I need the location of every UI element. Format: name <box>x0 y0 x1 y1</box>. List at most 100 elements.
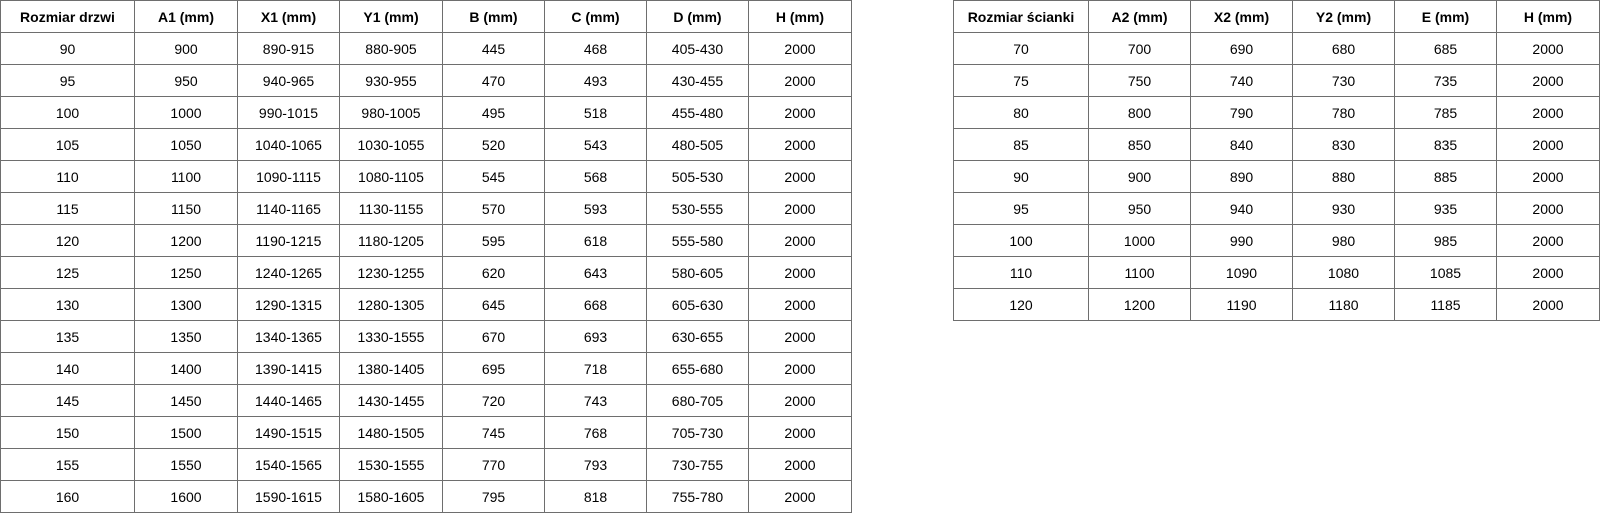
table-row: 120 1200 1190-1215 1180-1205 595 618 555-580 20… <box>0 224 852 257</box>
table-cell: 2000 <box>748 128 852 161</box>
table-cell: 518 <box>544 96 647 129</box>
table-cell: 930-955 <box>339 64 443 97</box>
table-cell: 795 <box>442 480 545 513</box>
table-row: 110 1100 1090-1115 1080-1105 545 568 505-530 20… <box>0 160 852 193</box>
table-cell: 570 <box>442 192 545 225</box>
table-cell: 1450 <box>134 384 238 417</box>
table-cell: 1340-1365 <box>237 320 340 353</box>
table-cell: 940-965 <box>237 64 340 97</box>
table-cell: 2000 <box>1496 288 1600 321</box>
table-cell: 115 <box>0 192 135 225</box>
table-cell: 655-680 <box>646 352 749 385</box>
table-cell: 493 <box>544 64 647 97</box>
table-cell: 2000 <box>748 96 852 129</box>
table-cell: 480-505 <box>646 128 749 161</box>
table-cell: 1350 <box>134 320 238 353</box>
table-cell: 605-630 <box>646 288 749 321</box>
table-cell: 770 <box>442 448 545 481</box>
table-cell: 125 <box>0 256 135 289</box>
table-cell: 1380-1405 <box>339 352 443 385</box>
table-cell: 1330-1555 <box>339 320 443 353</box>
table-cell: 1050 <box>134 128 238 161</box>
column-header: X1 (mm) <box>237 0 340 33</box>
table-cell: 1580-1605 <box>339 480 443 513</box>
table-cell: 468 <box>544 32 647 65</box>
table-cell: 840 <box>1190 128 1293 161</box>
table-cell: 1040-1065 <box>237 128 340 161</box>
table-cell: 1180 <box>1292 288 1395 321</box>
table-cell: 105 <box>0 128 135 161</box>
column-header: A1 (mm) <box>134 0 238 33</box>
table-row: 105 1050 1040-1065 1030-1055 520 543 480-505 20… <box>0 128 852 161</box>
table-row: 100 1000 990-1015 980-1005 495 518 455-480 2000 <box>0 96 852 129</box>
table-row: 95 950 940-965 930-955 470 493 430-455 2000 <box>0 64 852 97</box>
table-cell: 2000 <box>1496 256 1600 289</box>
table-cell: 495 <box>442 96 545 129</box>
table-cell: 505-530 <box>646 160 749 193</box>
table-cell: 95 <box>953 192 1089 225</box>
table-cell: 890-915 <box>237 32 340 65</box>
table-cell: 850 <box>1088 128 1191 161</box>
table-row: 135 1350 1340-1365 1330-1555 670 693 630-655 20… <box>0 320 852 353</box>
table-cell: 620 <box>442 256 545 289</box>
table-cell: 75 <box>953 64 1089 97</box>
table-cell: 740 <box>1190 64 1293 97</box>
column-header: A2 (mm) <box>1088 0 1191 33</box>
table-cell: 718 <box>544 352 647 385</box>
table-row: 95 950 940 930 935 2000 <box>953 192 1600 225</box>
table-cell: 730-755 <box>646 448 749 481</box>
table-cell: 595 <box>442 224 545 257</box>
table-cell: 705-730 <box>646 416 749 449</box>
table-cell: 745 <box>442 416 545 449</box>
table-cell: 150 <box>0 416 135 449</box>
table-cell: 545 <box>442 160 545 193</box>
table-cell: 445 <box>442 32 545 65</box>
table-cell: 690 <box>1190 32 1293 65</box>
table-cell: 790 <box>1190 96 1293 129</box>
table-cell: 793 <box>544 448 647 481</box>
table-row: 90 900 890-915 880-905 445 468 405-430 2000 <box>0 32 852 65</box>
table-row: 155 1550 1540-1565 1530-1555 770 793 730-755 20… <box>0 448 852 481</box>
table-cell: 743 <box>544 384 647 417</box>
table-cell: 1080-1105 <box>339 160 443 193</box>
table-cell: 680-705 <box>646 384 749 417</box>
table-cell: 1000 <box>134 96 238 129</box>
table-cell: 980 <box>1292 224 1395 257</box>
door-size-table: Rozmiar drzwi A1 (mm) X1 (mm) Y1 (mm) B (mm)… <box>0 0 852 513</box>
table-cell: 155 <box>0 448 135 481</box>
table-row: 150 1500 1490-1515 1480-1505 745 768 705-730 20… <box>0 416 852 449</box>
table-cell: 2000 <box>748 32 852 65</box>
table-cell: 110 <box>953 256 1089 289</box>
table-cell: 70 <box>953 32 1089 65</box>
table-cell: 2000 <box>748 352 852 385</box>
table-cell: 643 <box>544 256 647 289</box>
table-cell: 543 <box>544 128 647 161</box>
table-cell: 1180-1205 <box>339 224 443 257</box>
table-cell: 1600 <box>134 480 238 513</box>
table-cell: 2000 <box>1496 32 1600 65</box>
table-cell: 885 <box>1394 160 1497 193</box>
table-cell: 720 <box>442 384 545 417</box>
table-cell: 140 <box>0 352 135 385</box>
table-cell: 1130-1155 <box>339 192 443 225</box>
table-cell: 1480-1505 <box>339 416 443 449</box>
table-cell: 130 <box>0 288 135 321</box>
table-cell: 750 <box>1088 64 1191 97</box>
table-cell: 1430-1455 <box>339 384 443 417</box>
table-cell: 1290-1315 <box>237 288 340 321</box>
table-cell: 1000 <box>1088 224 1191 257</box>
table-cell: 1390-1415 <box>237 352 340 385</box>
column-header: E (mm) <box>1394 0 1497 33</box>
table-cell: 1440-1465 <box>237 384 340 417</box>
table-cell: 2000 <box>748 224 852 257</box>
table-cell: 2000 <box>748 320 852 353</box>
column-header: Rozmiar drzwi <box>0 0 135 33</box>
table-cell: 990-1015 <box>237 96 340 129</box>
table-cell: 95 <box>0 64 135 97</box>
table-cell: 1090-1115 <box>237 160 340 193</box>
table-header-row: Rozmiar drzwi A1 (mm) X1 (mm) Y1 (mm) B (mm)… <box>0 0 852 33</box>
table-cell: 530-555 <box>646 192 749 225</box>
table-row: 160 1600 1590-1615 1580-1605 795 818 755-780 20… <box>0 480 852 513</box>
table-cell: 670 <box>442 320 545 353</box>
table-cell: 1100 <box>134 160 238 193</box>
